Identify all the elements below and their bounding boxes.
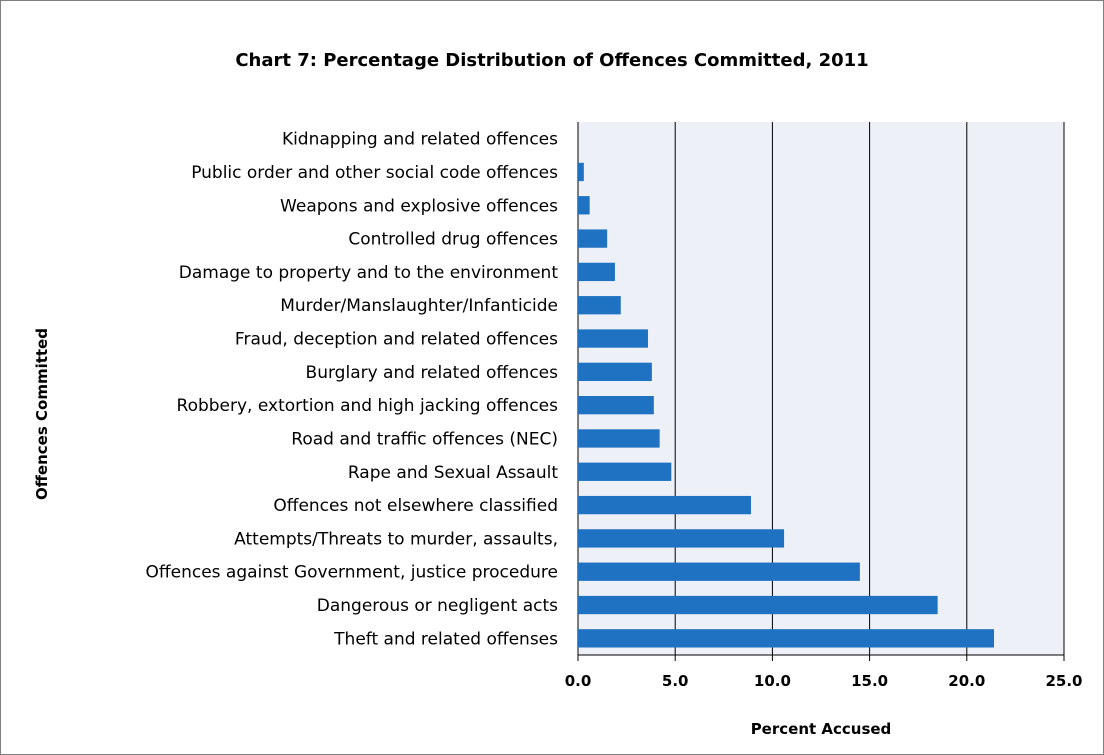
category-label: Weapons and explosive offences (280, 196, 558, 216)
x-tick-label: 0.0 (565, 672, 592, 690)
category-label: Attempts/Threats to murder, assaults, (234, 529, 558, 549)
bar (578, 562, 860, 581)
bar (578, 495, 752, 515)
bar (578, 329, 648, 348)
category-label: Dangerous or negligent acts (317, 596, 558, 616)
bar (578, 229, 608, 248)
category-label: Public order and other social code offen… (191, 163, 558, 183)
category-label: Offences not elsewhere classified (273, 496, 558, 516)
bar (578, 395, 654, 415)
x-tick-label: 10.0 (754, 672, 791, 690)
bar (578, 262, 615, 282)
bar (578, 196, 590, 215)
category-label: Controlled drug offences (348, 230, 558, 250)
category-label: Road and traffic offences (NEC) (291, 429, 558, 449)
bar (578, 362, 652, 382)
chart-title: Chart 7: Percentage Distribution of Offe… (235, 50, 869, 71)
bar (578, 529, 785, 548)
bar (578, 162, 584, 182)
category-label: Kidnapping and related offences (282, 130, 558, 150)
bar (578, 462, 672, 481)
x-tick-label: 20.0 (948, 672, 985, 690)
category-label: Murder/Manslaughter/Infanticide (280, 296, 558, 316)
x-axis-label: Percent Accused (750, 720, 892, 738)
category-label: Robbery, extortion and high jacking offe… (177, 396, 559, 416)
category-label: Rape and Sexual Assault (348, 463, 558, 483)
category-label: Offences against Government, justice pro… (146, 563, 558, 583)
x-tick-label: 5.0 (662, 672, 689, 690)
x-tick-label: 15.0 (851, 672, 888, 690)
bar (578, 629, 995, 648)
bar (578, 595, 938, 615)
category-label: Theft and related offenses (333, 629, 558, 649)
category-label: Damage to property and to the environmen… (179, 263, 559, 283)
category-label: Burglary and related offences (306, 363, 559, 383)
bar (578, 429, 660, 448)
bar (578, 296, 621, 315)
category-label: Fraud, deception and related offences (235, 330, 558, 350)
x-tick-label: 25.0 (1045, 672, 1082, 690)
